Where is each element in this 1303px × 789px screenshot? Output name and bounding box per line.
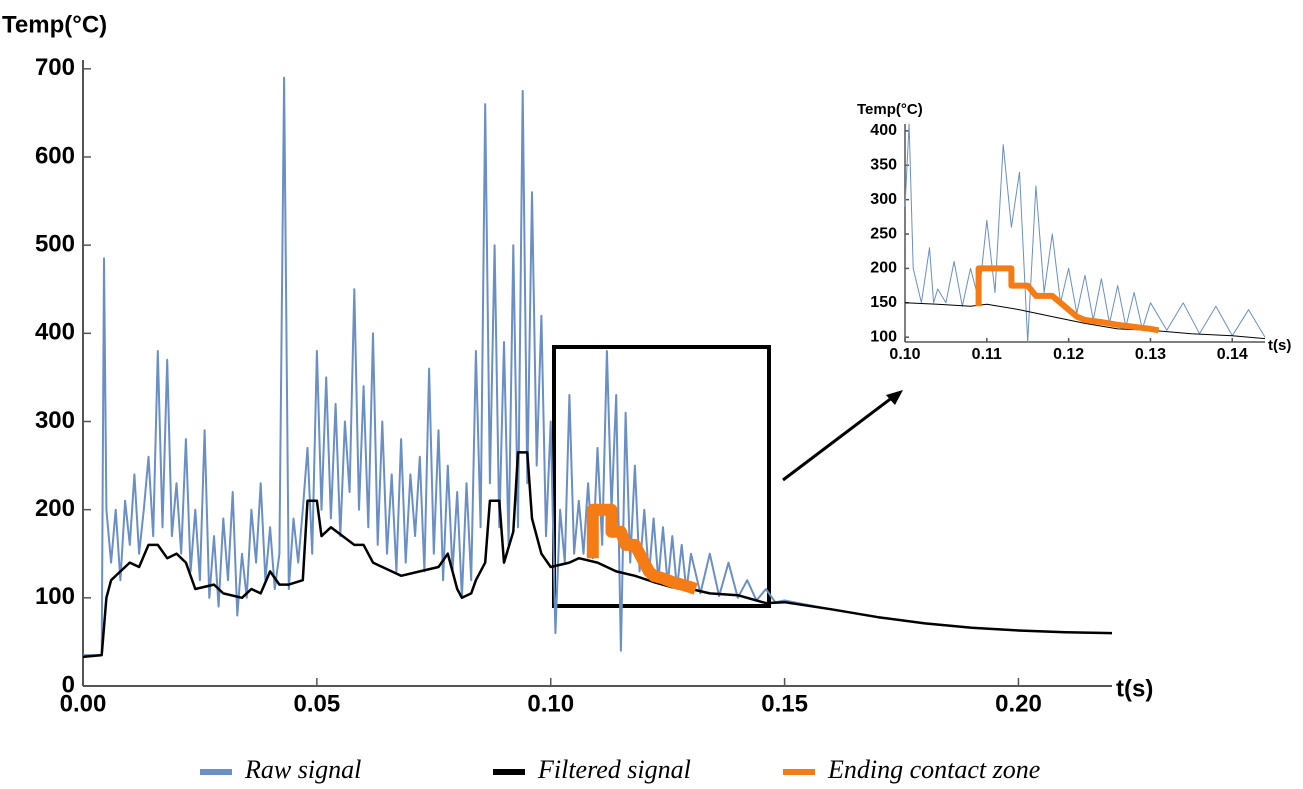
y-axis-label: Temp(°C): [857, 101, 923, 118]
y-tick-label: 350: [870, 156, 897, 173]
y-tick-label: 200: [35, 495, 75, 522]
x-tick-label: 0.14: [1217, 346, 1248, 363]
x-tick-label: 0.05: [294, 691, 341, 718]
x-tick-label: 0.00: [60, 691, 107, 718]
y-tick-label: 100: [35, 583, 75, 610]
y-tick-label: 300: [870, 191, 897, 208]
y-tick-label: 600: [35, 142, 75, 169]
y-tick-label: 0: [62, 671, 75, 698]
series-line: [975, 265, 1160, 334]
y-tick-label: 700: [35, 54, 75, 81]
legend-label: Ending contact zone: [827, 755, 1040, 784]
x-tick-label: 0.11: [972, 346, 1002, 363]
arrow-head: [886, 390, 903, 405]
series-line: [904, 302, 1266, 340]
legend-label: Raw signal: [244, 755, 361, 784]
zoom-arrow: [782, 395, 894, 482]
series-line: [904, 123, 1266, 343]
x-tick-label: 0.12: [1053, 346, 1084, 363]
x-tick-label: 0.20: [995, 691, 1042, 718]
x-axis-label: t(s): [1116, 675, 1153, 702]
x-axis-label: t(s): [1268, 337, 1291, 354]
series-line: [586, 503, 698, 595]
x-tick-label: 0.15: [761, 691, 808, 718]
x-tick-label: 0.10: [527, 691, 574, 718]
y-tick-label: 400: [35, 319, 75, 346]
y-axis-label: Temp(°C): [2, 11, 107, 38]
y-tick-label: 250: [870, 225, 897, 242]
series-line: [83, 76, 1113, 657]
zoom-box: [552, 345, 771, 608]
y-tick-label: 150: [870, 294, 897, 311]
y-tick-label: 200: [870, 260, 897, 277]
y-tick-label: 100: [870, 328, 897, 345]
y-tick-label: 400: [870, 122, 897, 139]
x-tick-label: 0.10: [889, 346, 920, 363]
y-tick-label: 300: [35, 407, 75, 434]
x-tick-label: 0.13: [1135, 346, 1166, 363]
legend-label: Filtered signal: [537, 755, 691, 784]
y-tick-label: 500: [35, 230, 75, 257]
